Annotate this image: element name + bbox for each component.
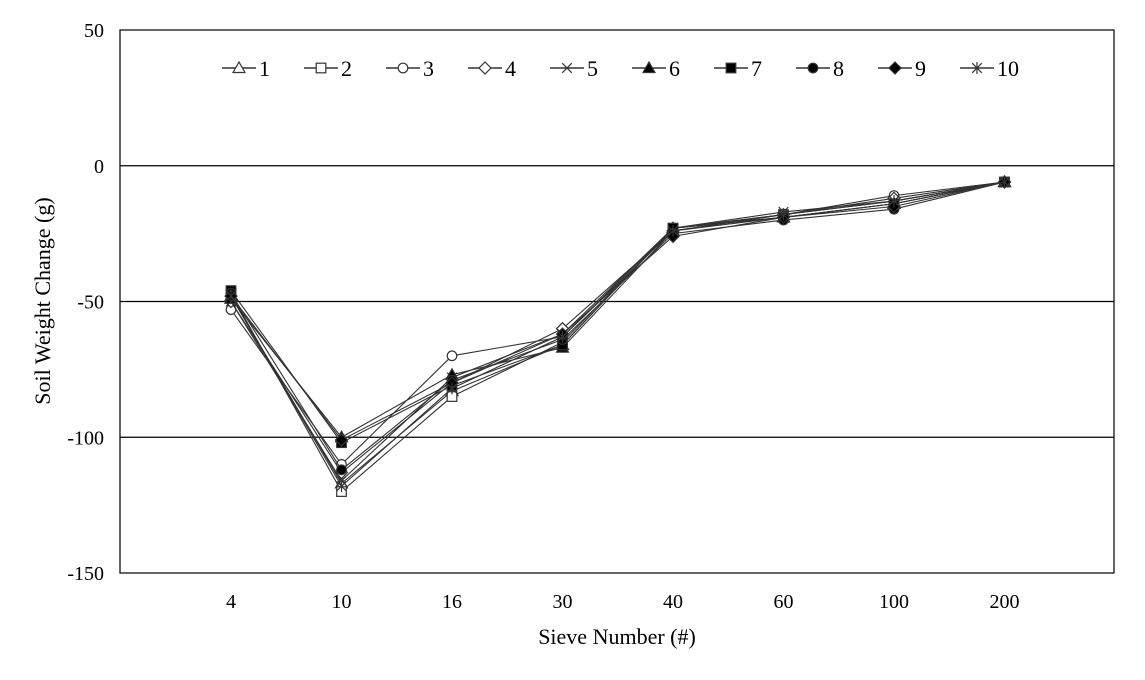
series-line: [230, 181, 1005, 471]
y-tick-label: 50: [84, 20, 104, 42]
legend-label: 2: [341, 56, 352, 81]
legend-entry-8: 8: [796, 56, 844, 81]
gridlines: [120, 165, 1114, 438]
x-tick-label: 60: [774, 591, 794, 613]
data-point: [446, 350, 458, 362]
series-group: [223, 174, 1012, 497]
x-tick-label: 10: [332, 591, 352, 613]
data-point: [888, 195, 900, 208]
x-tick-label: 4: [226, 591, 236, 613]
marker-triangle: [641, 60, 657, 74]
marker-diamond: [888, 61, 902, 75]
data-point: [999, 176, 1010, 189]
series-10: [225, 176, 1010, 493]
x-axis-ticks: 4 10 16 30 40 60 100 200: [226, 591, 1020, 613]
data-point: [334, 433, 349, 447]
data-point: [778, 208, 789, 221]
x-axis-label: Sieve Number (#): [538, 624, 696, 649]
legend-label: 6: [669, 56, 680, 81]
data-point: [667, 224, 679, 237]
marker-x: [561, 62, 573, 74]
x-tick-label: 40: [663, 591, 683, 613]
marker-circle: [807, 62, 819, 74]
legend-label: 10: [997, 56, 1019, 81]
y-tick-label: -50: [77, 292, 104, 314]
marker-circle-open: [397, 62, 409, 74]
legend-entry-9: 9: [878, 56, 926, 81]
legend-label: 3: [423, 56, 434, 81]
legend: 1 2 3 4 5 6 7 8 9 10: [222, 56, 1019, 81]
legend-label: 9: [915, 56, 926, 81]
x-tick-label: 200: [990, 591, 1020, 613]
x-tick-label: 100: [879, 591, 909, 613]
series-line: [230, 181, 1005, 441]
y-tick-label: -150: [67, 563, 104, 585]
legend-entry-10: 10: [960, 56, 1019, 81]
series-line: [230, 181, 1005, 466]
legend-entry-7: 7: [714, 56, 762, 81]
legend-entry-2: 2: [304, 56, 352, 81]
legend-entry-3: 3: [386, 56, 434, 81]
data-point: [446, 382, 458, 395]
y-axis-ticks: 50 0 -50 -100 -150: [67, 20, 104, 585]
marker-diamond-open: [478, 61, 492, 75]
marker-star: [971, 62, 983, 74]
series-line: [230, 181, 1005, 474]
y-tick-label: -100: [67, 427, 104, 449]
legend-label: 7: [751, 56, 762, 81]
series-line: [230, 181, 1005, 487]
legend-label: 4: [505, 56, 516, 81]
legend-entry-6: 6: [632, 56, 680, 81]
legend-entry-1: 1: [222, 56, 270, 81]
marker-square-open: [315, 62, 327, 74]
data-point: [336, 480, 347, 493]
legend-label: 8: [833, 56, 844, 81]
x-tick-label: 30: [553, 591, 573, 613]
legend-label: 1: [259, 56, 270, 81]
y-axis-label: Soil Weight Change (g): [30, 197, 55, 404]
y-tick-label: 0: [94, 156, 104, 178]
marker-square: [725, 62, 737, 74]
marker-triangle-open: [231, 60, 247, 74]
legend-entry-4: 4: [468, 56, 516, 81]
data-point: [557, 330, 568, 343]
legend-entry-5: 5: [550, 56, 598, 81]
data-point: [225, 290, 237, 303]
x-tick-label: 16: [442, 591, 462, 613]
legend-label: 5: [587, 56, 598, 81]
data-point: [336, 464, 347, 476]
